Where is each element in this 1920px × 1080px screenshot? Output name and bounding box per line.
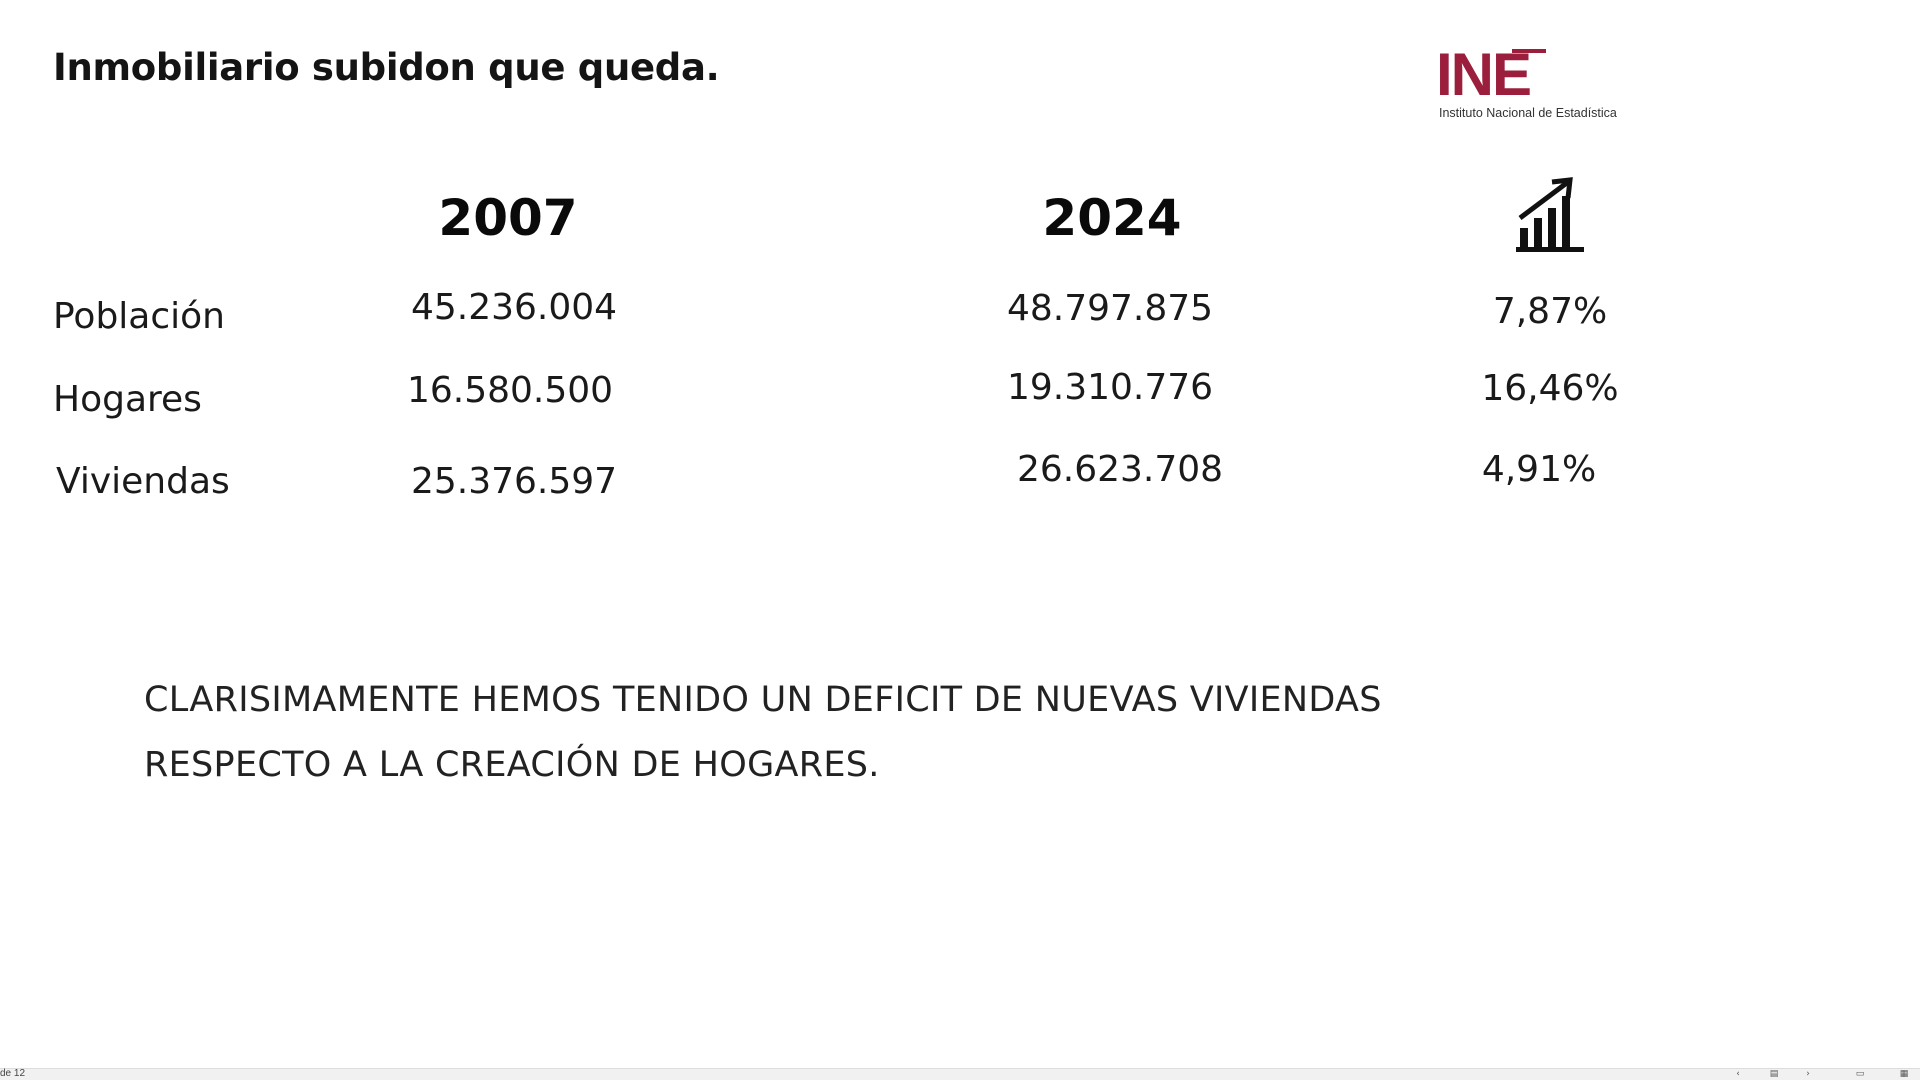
notes-view-button[interactable]: ▤ — [1769, 1069, 1779, 1079]
previous-slide-button[interactable]: ‹ — [1736, 1069, 1740, 1079]
status-bar: de 12 ‹ ▤ › ▭ ▦ — [0, 1068, 1920, 1080]
conclusion-text: CLARISIMAMENTE HEMOS TENIDO UN DEFICIT D… — [144, 668, 1544, 798]
next-slide-button[interactable]: › — [1806, 1069, 1810, 1079]
conclusion-line-2: RESPECTO A LA CREACIÓN DE HOGARES. — [144, 745, 880, 785]
cell-viviendas-2007: 25.376.597 — [410, 461, 618, 502]
cell-viviendas-change: 4,91% — [1481, 449, 1597, 490]
cell-viviendas-2024: 26.623.708 — [1016, 449, 1224, 490]
column-header-2007: 2007 — [438, 189, 578, 247]
cell-poblacion-2007: 45.236.004 — [410, 287, 618, 328]
column-header-2024: 2024 — [1042, 189, 1182, 247]
cell-poblacion-change: 7,87% — [1492, 291, 1608, 332]
ine-logo-accent-bar — [1512, 49, 1546, 53]
conclusion-line-1: CLARISIMAMENTE HEMOS TENIDO UN DEFICIT D… — [144, 680, 1382, 720]
bar-chart-trend-up-icon — [1516, 177, 1584, 252]
ine-logo-subtitle: Instituto Nacional de Estadística — [1439, 106, 1617, 120]
cell-hogares-2024: 19.310.776 — [1006, 367, 1214, 408]
slide-sorter-button[interactable]: ▦ — [1899, 1069, 1909, 1079]
ine-logo: INE Instituto Nacional de Estadística — [1436, 44, 1636, 124]
row-label-viviendas: Viviendas — [56, 461, 230, 502]
row-label-hogares: Hogares — [53, 379, 202, 420]
cell-hogares-2007: 16.580.500 — [406, 370, 614, 411]
cell-poblacion-2024: 48.797.875 — [1006, 288, 1214, 329]
cell-hogares-change: 16,46% — [1481, 368, 1619, 409]
slide-title: Inmobiliario subidon que queda. — [53, 46, 720, 89]
normal-view-button[interactable]: ▭ — [1855, 1069, 1865, 1079]
ine-logo-mark: INE — [1436, 41, 1532, 108]
row-label-poblacion: Población — [53, 296, 226, 337]
slide-counter: de 12 — [0, 1068, 26, 1079]
